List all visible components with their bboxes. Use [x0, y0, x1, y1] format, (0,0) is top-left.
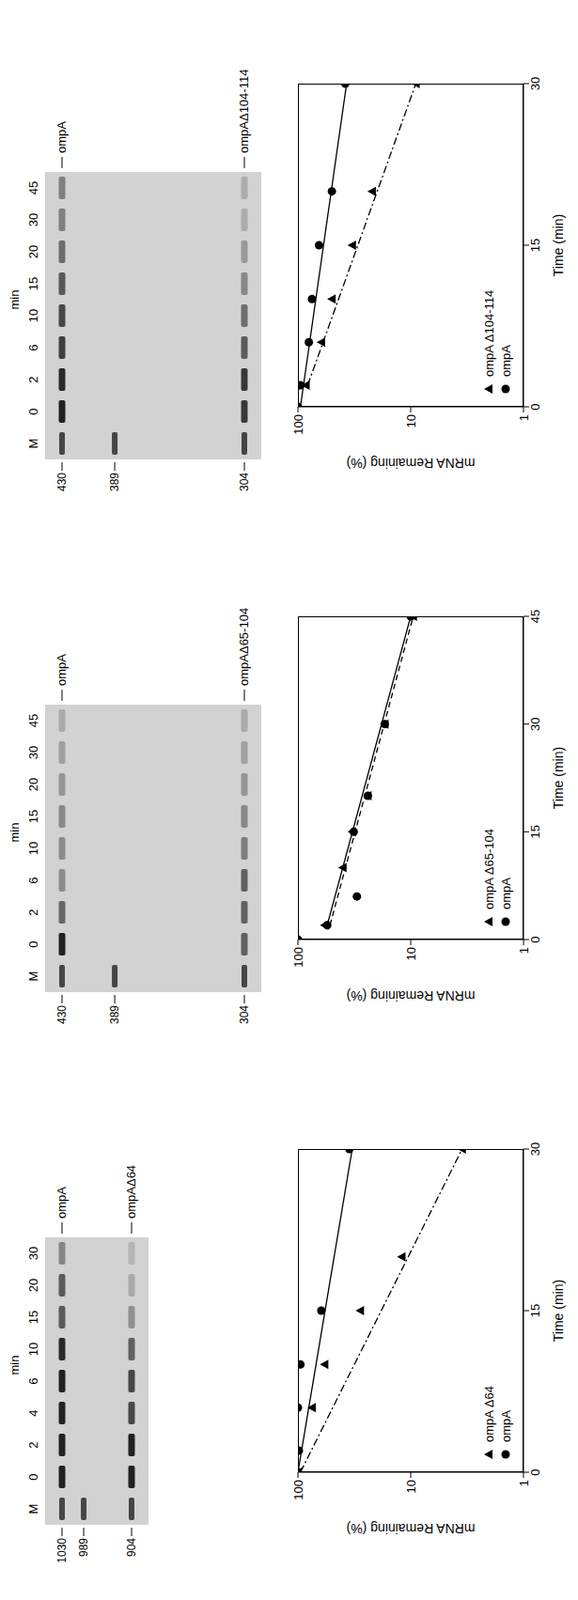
svg-text:M: M — [26, 1504, 41, 1516]
svg-text:ompA: ompA — [54, 654, 69, 687]
svg-text:10: 10 — [26, 842, 41, 856]
svg-text:6: 6 — [26, 1377, 41, 1385]
html-text:ompA: ompA — [498, 877, 513, 910]
svg-text:20: 20 — [26, 1279, 41, 1293]
svg-text:0: 0 — [528, 1468, 543, 1476]
html-text:ompA Δ64: ompA Δ64 — [481, 1386, 496, 1443]
svg-text:15: 15 — [26, 1311, 41, 1325]
svg-text:1: 1 — [516, 947, 532, 954]
svg-text:1: 1 — [516, 414, 532, 422]
html-text:ompA Δ104-114: ompA Δ104-114 — [481, 290, 496, 377]
svg-text:mRNA Remaining (%): mRNA Remaining (%) — [346, 455, 476, 471]
svg-text:30: 30 — [26, 1247, 41, 1261]
svg-text:min: min — [7, 1356, 22, 1376]
svg-text:ompAΔ65-104: ompAΔ65-104 — [236, 608, 251, 687]
svg-text:30: 30 — [26, 746, 41, 760]
svg-text:100: 100 — [291, 414, 306, 436]
svg-text:Time (min): Time (min) — [550, 214, 566, 277]
svg-text:ompAΔ64: ompAΔ64 — [124, 1165, 139, 1219]
svg-text:10: 10 — [404, 1480, 419, 1494]
svg-text:100: 100 — [291, 947, 306, 969]
svg-text:1: 1 — [516, 1480, 532, 1487]
svg-text:389: 389 — [108, 1005, 122, 1025]
svg-text:20: 20 — [26, 778, 41, 792]
svg-text:15: 15 — [528, 825, 543, 839]
svg-text:4: 4 — [26, 1409, 41, 1417]
svg-text:30: 30 — [528, 1142, 543, 1156]
svg-text:mRNA Remaining (%): mRNA Remaining (%) — [346, 1521, 476, 1537]
svg-text:20: 20 — [26, 245, 41, 259]
html-text:ompA: ompA — [498, 1410, 513, 1443]
svg-text:304: 304 — [237, 1005, 251, 1025]
svg-text:30: 30 — [528, 77, 543, 91]
svg-text:min: min — [7, 823, 22, 844]
svg-text:15: 15 — [528, 1304, 543, 1318]
svg-text:2: 2 — [26, 1441, 41, 1449]
svg-text:2: 2 — [26, 908, 41, 916]
svg-text:0: 0 — [26, 1473, 41, 1481]
svg-text:45: 45 — [528, 609, 543, 624]
svg-text:0: 0 — [26, 407, 41, 415]
html-text:ompA Δ65-104: ompA Δ65-104 — [481, 828, 496, 910]
svg-text:904: 904 — [124, 1538, 139, 1558]
svg-text:30: 30 — [26, 213, 41, 227]
svg-text:45: 45 — [26, 714, 41, 728]
svg-text:min: min — [7, 290, 22, 311]
svg-text:989: 989 — [77, 1538, 91, 1558]
svg-text:389: 389 — [108, 472, 122, 492]
svg-text:10: 10 — [404, 947, 419, 961]
svg-text:ompA: ompA — [54, 121, 69, 154]
svg-text:100: 100 — [291, 1480, 306, 1501]
svg-text:30: 30 — [528, 717, 543, 731]
svg-text:2: 2 — [26, 375, 41, 383]
html-text:ompA: ompA — [498, 344, 513, 377]
svg-text:1030: 1030 — [55, 1538, 69, 1564]
svg-text:0: 0 — [528, 403, 543, 410]
svg-text:ompA: ompA — [54, 1187, 69, 1219]
svg-text:15: 15 — [528, 238, 543, 252]
svg-text:ompAΔ104-114: ompAΔ104-114 — [236, 69, 251, 154]
svg-text:M: M — [26, 971, 41, 983]
svg-text:45: 45 — [26, 181, 41, 195]
svg-text:0: 0 — [26, 940, 41, 948]
svg-text:10: 10 — [404, 414, 419, 428]
svg-text:304: 304 — [237, 472, 251, 492]
svg-text:430: 430 — [55, 1005, 69, 1025]
svg-text:M: M — [26, 438, 41, 450]
svg-text:Time (min): Time (min) — [550, 747, 566, 810]
svg-text:6: 6 — [26, 876, 41, 884]
svg-text:10: 10 — [26, 309, 41, 323]
svg-text:10: 10 — [26, 1343, 41, 1357]
svg-text:mRNA Remaining (%): mRNA Remaining (%) — [346, 988, 476, 1004]
svg-text:15: 15 — [26, 810, 41, 824]
svg-text:Time (min): Time (min) — [550, 1280, 566, 1343]
svg-text:430: 430 — [55, 472, 69, 492]
svg-text:15: 15 — [26, 277, 41, 291]
svg-text:0: 0 — [528, 936, 543, 943]
svg-text:6: 6 — [26, 343, 41, 351]
